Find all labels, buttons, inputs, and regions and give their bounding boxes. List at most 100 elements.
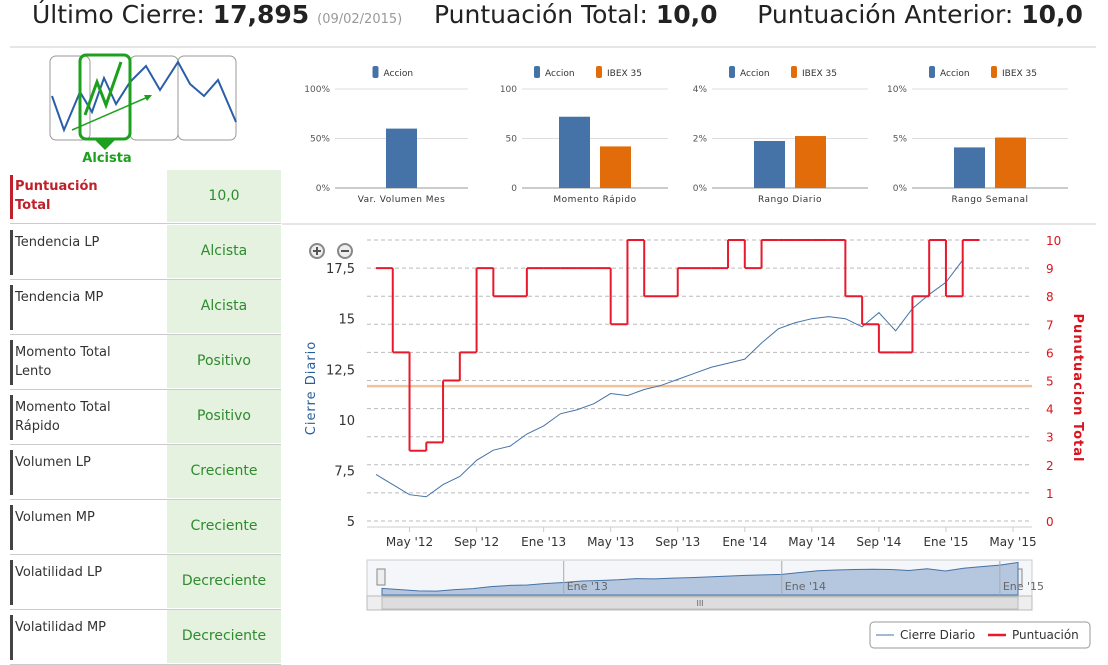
legend-swatch bbox=[372, 66, 379, 78]
x-tick-label: May '12 bbox=[386, 535, 433, 549]
y-tick-label: 0 bbox=[511, 184, 517, 194]
bar bbox=[754, 140, 785, 188]
row-value: Positivo bbox=[167, 335, 281, 388]
y-tick-label: 5 bbox=[347, 515, 355, 530]
svg-text:III: III bbox=[696, 599, 703, 608]
value: 17,895 bbox=[212, 0, 310, 29]
legend-label: Accion bbox=[740, 69, 770, 79]
row-label: Tendencia LP bbox=[15, 235, 100, 250]
y-tick-label: 17,5 bbox=[326, 262, 355, 277]
value: 10,0 bbox=[1021, 0, 1083, 29]
legend-swatch bbox=[791, 66, 797, 78]
x-tick-label: Ene '15 bbox=[923, 535, 968, 549]
y2-tick-label: 9 bbox=[1046, 262, 1054, 276]
y2-tick-label: 10 bbox=[1046, 234, 1061, 248]
y-tick-label: 100 bbox=[500, 85, 517, 95]
header: Último Cierre: 17,895 (09/02/2015) Puntu… bbox=[32, 0, 1083, 29]
bar bbox=[954, 147, 985, 188]
label: Puntuación Total: bbox=[434, 0, 648, 29]
legend-swatch bbox=[929, 66, 935, 78]
y-tick-label: 0% bbox=[693, 184, 708, 194]
row-label: Momento Total Lento bbox=[15, 345, 111, 379]
x-tick-label: Ene '14 bbox=[722, 535, 767, 549]
legend-label: IBEX 35 bbox=[1002, 69, 1037, 79]
row-separator bbox=[10, 444, 281, 445]
navigator-label: Ene '13 bbox=[567, 580, 608, 593]
zoom[interactable] bbox=[309, 243, 353, 259]
y2-tick-label: 7 bbox=[1046, 318, 1054, 332]
legend-swatch bbox=[596, 66, 602, 78]
legend-swatch bbox=[991, 66, 997, 78]
row-border bbox=[10, 175, 13, 219]
x-tick-label: May '13 bbox=[587, 535, 634, 549]
y2-tick-label: 0 bbox=[1046, 515, 1054, 529]
row-border bbox=[10, 615, 13, 660]
row-border bbox=[10, 450, 13, 495]
row-separator bbox=[10, 554, 281, 555]
navigator-label: Ene '15 bbox=[1003, 580, 1044, 593]
row-border bbox=[10, 230, 13, 275]
y2-axis-title: Punutuacion Total bbox=[1070, 314, 1085, 463]
x-tick-label: Sep '12 bbox=[454, 535, 499, 549]
legend bbox=[869, 621, 1091, 649]
bar bbox=[795, 136, 826, 188]
row-border bbox=[10, 560, 13, 605]
row-separator bbox=[10, 334, 281, 335]
row-separator bbox=[10, 279, 281, 280]
x-tick-label: Momento Rápido bbox=[553, 195, 636, 205]
trend-label: Alcista bbox=[82, 151, 131, 166]
row-label: Tendencia MP bbox=[15, 290, 104, 305]
x-tick-label: Sep '14 bbox=[856, 535, 901, 549]
row-label: Momento Total Rápido bbox=[15, 400, 111, 434]
y-tick-label: 50% bbox=[310, 135, 330, 145]
y-tick-label: 50 bbox=[506, 135, 518, 145]
row-separator bbox=[10, 609, 281, 610]
y-tick-label: 0% bbox=[893, 184, 908, 194]
row-value: Alcista bbox=[167, 225, 281, 278]
row-separator bbox=[10, 499, 281, 500]
label: Último Cierre: bbox=[32, 0, 205, 29]
date: (09/02/2015) bbox=[317, 12, 403, 27]
navigator-label: Ene '14 bbox=[785, 580, 826, 593]
navigator-area bbox=[381, 561, 1019, 596]
y-tick-label: 15 bbox=[338, 313, 355, 328]
legend-label: Accion bbox=[940, 69, 970, 79]
label: Puntuación Anterior: bbox=[757, 0, 1014, 29]
y-tick-label: 5% bbox=[893, 135, 908, 145]
row-label: Volumen MP bbox=[15, 510, 95, 525]
x-tick-label: May '14 bbox=[788, 535, 835, 549]
x-tick-label: Var. Volumen Mes bbox=[358, 195, 446, 205]
x-tick-label: Ene '13 bbox=[521, 535, 566, 549]
y-tick-label: 0% bbox=[316, 184, 331, 194]
bar bbox=[386, 128, 417, 188]
legend-label: IBEX 35 bbox=[802, 69, 837, 79]
y2-tick-label: 2 bbox=[1046, 459, 1054, 473]
y2-tick-label: 8 bbox=[1046, 290, 1054, 304]
row-value: 10,0 bbox=[167, 170, 281, 222]
trend-icon: Alcista bbox=[49, 53, 237, 166]
y2-tick-label: 3 bbox=[1046, 431, 1054, 445]
legend-label: Accion bbox=[384, 69, 414, 79]
row-label: Volumen LP bbox=[15, 455, 91, 470]
row-value: Creciente bbox=[167, 500, 281, 553]
y-tick-label: 12,5 bbox=[326, 363, 355, 378]
row-border bbox=[10, 505, 13, 550]
row-border bbox=[10, 340, 13, 385]
legend-swatch bbox=[729, 66, 735, 78]
y-tick-label: 2% bbox=[693, 135, 708, 145]
legend-label: IBEX 35 bbox=[607, 69, 642, 79]
y-tick-label: 10 bbox=[338, 414, 355, 429]
bar bbox=[995, 137, 1026, 188]
legend-swatch bbox=[534, 66, 540, 78]
legend-label: Cierre Diario bbox=[900, 628, 975, 642]
y2-tick-label: 6 bbox=[1046, 346, 1054, 360]
y2-tick-label: 4 bbox=[1046, 403, 1054, 417]
y-tick-label: 10% bbox=[887, 85, 907, 95]
row-value: Creciente bbox=[167, 445, 281, 498]
x-tick-label: Rango Semanal bbox=[951, 195, 1028, 205]
bar bbox=[600, 146, 631, 188]
row-value: Positivo bbox=[167, 390, 281, 443]
value: 10,0 bbox=[655, 0, 718, 29]
x-tick-label: May '15 bbox=[989, 535, 1036, 549]
